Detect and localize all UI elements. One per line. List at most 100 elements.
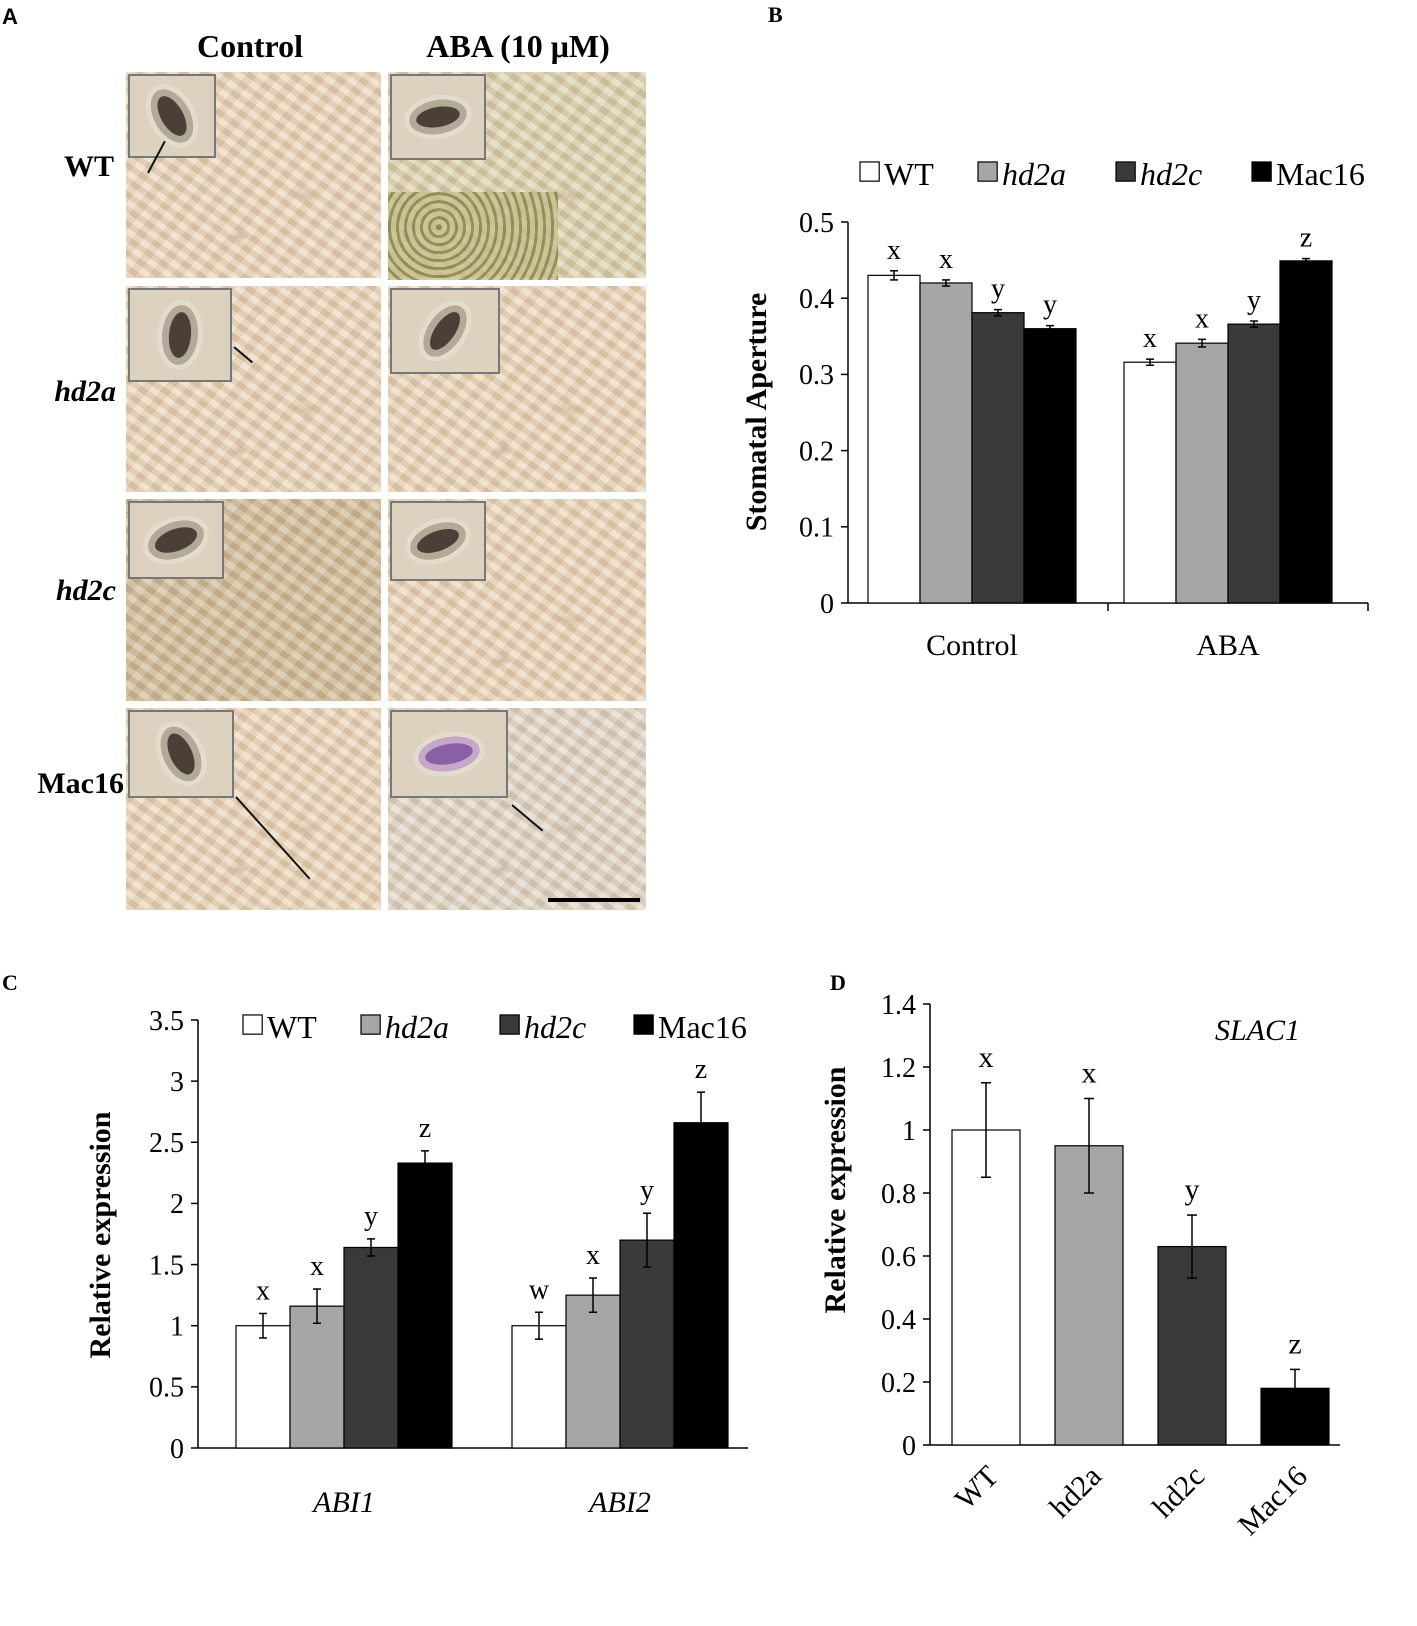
bar-hd2c-aba: [1227, 323, 1281, 604]
legend-swatch-hd2a: [360, 1014, 381, 1035]
micrograph-hd2a-control: [124, 284, 383, 494]
bar-hd2a-abi2: [565, 1294, 621, 1449]
inset-stoma-mac16-aba: [390, 710, 508, 798]
y-axis-label: Relative expression: [84, 1111, 117, 1358]
significance-letter: z: [1300, 223, 1312, 254]
row-label-wt: WT: [63, 150, 114, 183]
bar-hd2a-abi1: [289, 1305, 345, 1449]
bar-hd2c-abi2: [619, 1239, 675, 1449]
chart-panel-d: D 0 0.2 0.4 0.6 0.8 1 1.2 1.4 SLAC1 x WT x hd2a y hd2c z…: [819, 970, 1340, 1542]
panel-letter: D: [830, 970, 846, 995]
y-tick-label: 0.2: [881, 1368, 916, 1399]
legend-swatch-mac16: [633, 1014, 654, 1035]
bar-hd2c-control: [971, 312, 1025, 604]
bar-wt: [951, 1129, 1021, 1446]
y-tick-label: 0.5: [799, 208, 834, 239]
legend-label-mac16: Mac16: [658, 1009, 747, 1045]
y-tick-label: 0.6: [881, 1242, 916, 1273]
significance-letter: x: [256, 1275, 270, 1306]
bar-wt-abi2: [511, 1325, 567, 1449]
significance-letter: z: [419, 1113, 431, 1144]
y-tick-label: 0.2: [799, 436, 834, 467]
y-tick-label: 2.5: [149, 1128, 184, 1159]
y-tick-label: 0.4: [799, 284, 834, 315]
significance-letter: x: [979, 1041, 994, 1074]
inset-stoma-hd2c-aba: [390, 501, 486, 581]
legend-swatch-mac16: [1251, 161, 1272, 182]
y-tick-label: 0.5: [149, 1373, 184, 1404]
significance-letter: x: [1195, 303, 1209, 334]
x-category-label: ABI2: [587, 1486, 651, 1519]
significance-letter: x: [1143, 323, 1157, 354]
legend-swatch-hd2a: [977, 161, 998, 182]
significance-letter: y: [640, 1175, 654, 1206]
bar-wt-control: [867, 274, 921, 604]
inset-stoma-wt-aba: [390, 74, 486, 160]
y-tick-label: 0: [170, 1434, 184, 1465]
micrograph-mac16-aba: [386, 706, 648, 912]
panel-a-letter: A: [2, 4, 18, 29]
significance-letter: z: [695, 1054, 707, 1085]
legend-swatch-wt: [859, 161, 880, 182]
y-axis-label: Stomatal Aperture: [740, 293, 773, 532]
y-tick-label: 0: [902, 1431, 916, 1462]
legend-label-mac16: Mac16: [1276, 156, 1365, 192]
micrograph-wt-control: [124, 70, 383, 280]
y-tick-label: 3.5: [149, 1006, 184, 1037]
significance-letter: x: [939, 244, 953, 275]
bar-hd2a: [1054, 1145, 1124, 1446]
micrograph-mac16-control: [124, 706, 383, 912]
bar-hd2a-control: [919, 282, 973, 604]
panel-letter: B: [768, 2, 783, 27]
y-tick-label: 1: [902, 1116, 916, 1147]
y-tick-label: 0: [820, 589, 834, 620]
bar-wt-aba: [1123, 361, 1177, 604]
significance-letter: y: [1247, 285, 1261, 316]
significance-letter: y: [1185, 1173, 1200, 1206]
y-tick-label: 0.3: [799, 360, 834, 391]
significance-letter: x: [310, 1251, 324, 1282]
legend-label-hd2c: hd2c: [1140, 156, 1202, 192]
inset-stoma-mac16-control: [128, 710, 234, 798]
y-tick-label: 2: [170, 1189, 184, 1220]
micrograph-hd2c-aba: [386, 497, 648, 703]
significance-letter: y: [991, 274, 1005, 305]
micrograph-hd2a-aba: [386, 284, 648, 494]
legend-label-hd2c: hd2c: [524, 1009, 586, 1045]
chart-panel-c: C 0 0.5 1 1.5 2 2.5 3 3.5 x x y z ABI1 w x y z ABI2 Relativ…: [2, 970, 748, 1519]
bar-hd2c: [1157, 1245, 1227, 1446]
y-tick-label: 1.4: [881, 990, 916, 1021]
row-label-mac16: Mac16: [37, 767, 124, 800]
significance-letter: x: [887, 235, 901, 266]
micrograph-wt-aba: [386, 70, 648, 280]
x-category-label: ABA: [1196, 629, 1260, 662]
significance-letter: y: [1043, 290, 1057, 321]
bar-mac16-abi1: [397, 1162, 453, 1449]
inset-stoma-hd2a-aba: [390, 288, 500, 374]
inset-stoma-hd2c-control: [128, 501, 224, 579]
y-tick-label: 0.1: [799, 513, 834, 544]
row-label-hd2a: hd2a: [54, 375, 116, 408]
significance-letter: x: [1082, 1057, 1097, 1090]
bar-hd2c-abi1: [343, 1246, 399, 1449]
y-tick-label: 0.4: [881, 1305, 916, 1336]
column-header-aba: ABA (10 μM): [426, 28, 610, 64]
legend-label-wt: WT: [884, 156, 934, 192]
bar-wt-abi1: [235, 1325, 291, 1449]
y-tick-label: 3: [170, 1067, 184, 1098]
scale-bar: [548, 898, 640, 902]
row-label-hd2c: hd2c: [56, 574, 116, 607]
x-category-label: WT: [949, 1460, 1005, 1516]
micrograph-hd2c-control: [124, 497, 383, 703]
significance-letter: x: [586, 1240, 600, 1271]
x-category-label: ABI1: [311, 1486, 375, 1519]
y-axis-label: Relative expression: [819, 1066, 852, 1313]
y-tick-label: 0.8: [881, 1179, 916, 1210]
x-category-label: Control: [926, 629, 1018, 662]
x-category-label: hd2c: [1146, 1460, 1211, 1525]
x-category-label: hd2a: [1043, 1460, 1108, 1525]
x-category-label: Mac16: [1232, 1460, 1314, 1542]
legend-label-wt: WT: [267, 1009, 317, 1045]
legend-label-hd2a: hd2a: [385, 1009, 449, 1045]
